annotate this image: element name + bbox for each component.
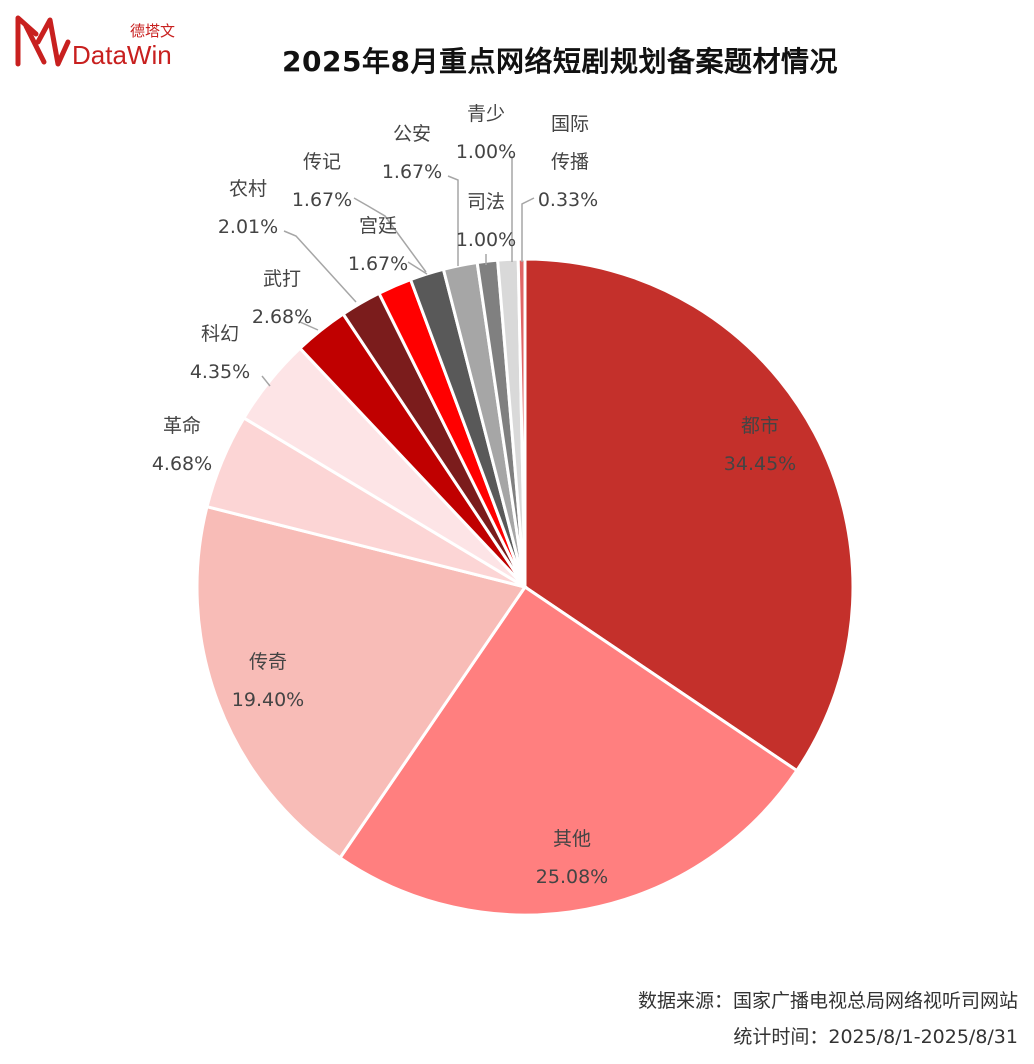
datawin-logo-mark: DataWin 德塔文 — [15, 15, 175, 70]
slice-value-8: 1.67% — [292, 189, 352, 211]
leader-line-7 — [283, 230, 357, 303]
slice-value-5: 4.35% — [190, 361, 250, 383]
slice-value-11: 1.00% — [456, 229, 516, 251]
chart-title: 2025年8月重点网络短剧规划备案题材情况 — [282, 45, 838, 78]
data-source-note: 数据来源：国家广播电视总局网络视听司网站 — [637, 990, 1018, 1012]
leader-line-9 — [407, 261, 428, 275]
slice-label-7: 农村 — [229, 178, 267, 200]
slice-label-1: 都市 — [741, 415, 779, 437]
slice-label-2: 其他 — [553, 828, 591, 850]
slice-value-10: 1.67% — [382, 161, 442, 183]
pie-slice-3 — [195, 504, 528, 860]
slice-label-9: 宫廷 — [359, 215, 397, 237]
slice-value-7: 2.01% — [218, 216, 278, 238]
logo-brand-cn: 德塔文 — [130, 22, 175, 40]
time-range-note: 统计时间：2025/8/1-2025/8/31 — [733, 1026, 1018, 1048]
slice-value-12: 1.00% — [456, 141, 516, 163]
slice-label-11: 司法 — [467, 191, 505, 213]
slice-label-13-line2: 传播 — [551, 151, 589, 173]
leader-line-10 — [447, 175, 459, 266]
leader-line-6 — [299, 321, 319, 331]
slice-label-8: 传记 — [303, 151, 341, 173]
slice-value-1: 34.45% — [724, 453, 796, 475]
datawin-logo: DataWin 德塔文 — [14, 12, 184, 72]
slice-label-4: 革命 — [163, 415, 201, 437]
slice-label-5: 科幻 — [201, 323, 239, 345]
slice-label-12: 青少 — [467, 103, 505, 125]
slice-value-13: 0.33% — [538, 189, 598, 211]
leader-lines — [261, 156, 535, 387]
slice-value-9: 1.67% — [348, 253, 408, 275]
slice-label-10: 公安 — [393, 123, 431, 145]
leader-line-8 — [353, 197, 427, 273]
pie-slices — [195, 257, 855, 917]
slice-label-6: 武打 — [263, 268, 301, 290]
leader-line-5 — [261, 375, 271, 387]
slice-value-3: 19.40% — [232, 689, 304, 711]
slice-value-4: 4.68% — [152, 453, 212, 475]
slice-label-13-line1: 国际 — [551, 113, 589, 135]
slice-labels: 都市 34.45% 其他 25.08% 传奇 19.40% 革命 4.68% 科幻 4.35% 武打… — [152, 103, 796, 888]
leader-line-13 — [521, 197, 535, 262]
pie-slice-1 — [523, 257, 855, 773]
slice-value-6: 2.68% — [252, 306, 312, 328]
logo-brand-en: DataWin — [72, 40, 172, 70]
slice-label-3: 传奇 — [249, 651, 287, 673]
pie-slice-2 — [337, 584, 799, 917]
slice-value-2: 25.08% — [536, 866, 608, 888]
